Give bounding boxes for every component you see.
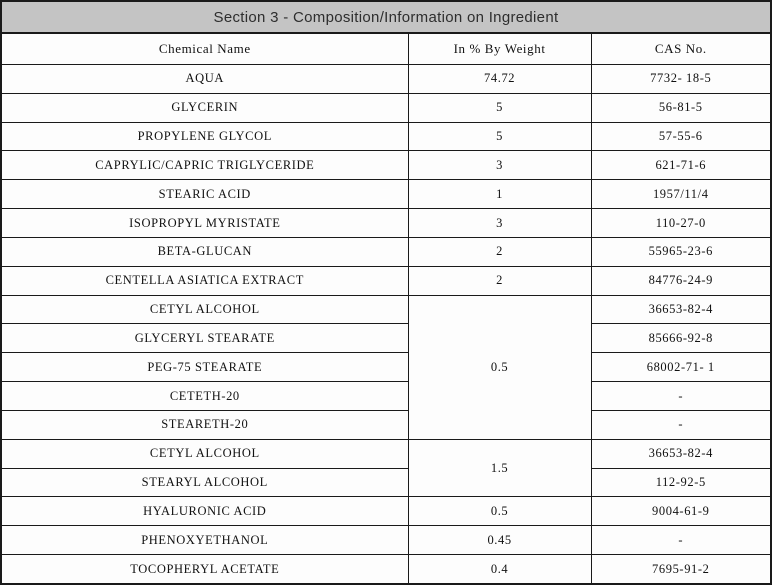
- weight-cell: 3: [407, 208, 592, 238]
- weight-cell: 3: [407, 150, 592, 181]
- chemical-name-cell: PHENOXYETHANOL: [2, 525, 409, 556]
- chemical-name-cell: AQUA: [2, 64, 409, 94]
- weight-cell: 2: [407, 236, 592, 267]
- cas-cell: 9004-61-9: [590, 496, 770, 527]
- cas-cell: 56-81-5: [590, 92, 770, 123]
- table-row: AQUA 74.72 7732- 18-5: [2, 64, 770, 94]
- weight-cell: 1.5: [407, 438, 592, 498]
- cas-cell: 36653-82-4: [590, 438, 770, 469]
- cas-cell: 112-92-5: [590, 467, 770, 498]
- cas-cell: 7695-91-2: [590, 554, 770, 583]
- weight-cell: 5: [407, 92, 592, 123]
- table-row: ISOPROPYL MYRISTATE 3 110-27-0: [2, 208, 770, 238]
- table-row: GLYCERIN 5 56-81-5: [2, 92, 770, 123]
- weight-cell: 0.5: [407, 496, 592, 527]
- section-title: Section 3 - Composition/Information on I…: [213, 8, 559, 26]
- table-header-row: Chemical Name In % By Weight CAS No.: [2, 34, 770, 65]
- table-row: CETETH-20 -: [2, 381, 770, 411]
- weight-cell: 0.4: [407, 554, 592, 583]
- cas-cell: 68002-71- 1: [590, 352, 770, 383]
- chemical-name-cell: STEARETH-20: [2, 409, 409, 440]
- table-row: STEARETH-20 -: [2, 409, 770, 440]
- chemical-name-cell: GLYCERIN: [2, 92, 409, 123]
- cas-cell: 55965-23-6: [590, 236, 770, 267]
- table-row: PHENOXYETHANOL 0.45-: [2, 525, 770, 556]
- table-row: HYALURONIC ACID 0.5 9004-61-9: [2, 496, 770, 527]
- cas-cell: -: [590, 409, 770, 440]
- weight-cell: 1: [407, 179, 592, 210]
- chemical-name-cell: GLYCERYL STEARATE: [2, 323, 409, 354]
- table-row: BETA-GLUCAN 2 55965-23-6: [2, 236, 770, 267]
- chemical-name-cell: STEARYL ALCOHOL: [2, 467, 409, 498]
- chemical-name-cell: CETETH-20: [2, 381, 409, 411]
- chemical-name-cell: CETYL ALCOHOL: [2, 294, 409, 325]
- weight-cell: 5: [407, 121, 592, 152]
- table-row: TOCOPHERYL ACETATE 0.4 7695-91-2: [2, 554, 770, 583]
- chemical-name-cell: BETA-GLUCAN: [2, 236, 409, 267]
- chemical-name-cell: CENTELLA ASIATICA EXTRACT: [2, 265, 409, 296]
- ingredient-table: Chemical Name In % By Weight CAS No. AQU…: [2, 34, 770, 583]
- chemical-name-cell: TOCOPHERYL ACETATE: [2, 554, 409, 583]
- chemical-name-cell: STEARIC ACID: [2, 179, 409, 210]
- chemical-name-cell: HYALURONIC ACID: [2, 496, 409, 527]
- cas-cell: 36653-82-4: [590, 294, 770, 325]
- table-row: STEARYL ALCOHOL 112-92-5: [2, 467, 770, 498]
- table-row: CENTELLA ASIATICA EXTRACT 2 84776-24-9: [2, 265, 770, 296]
- column-header-cas: CAS No.: [590, 34, 770, 65]
- table-row: CETYL ALCOHOL 0.5 36653-82-4: [2, 294, 770, 440]
- table-row: STEARIC ACID 1 1957/11/4: [2, 179, 770, 210]
- cas-cell: 1957/11/4: [590, 179, 770, 210]
- weight-cell: 0.45: [407, 525, 592, 556]
- table-row: PROPYLENE GLYCOL 5 57-55-6: [2, 121, 770, 152]
- cas-cell: 85666-92-8: [590, 323, 770, 354]
- chemical-name-cell: PEG-75 STEARATE: [2, 352, 409, 383]
- chemical-name-cell: CAPRYLIC/CAPRIC TRIGLYCERIDE: [2, 150, 409, 181]
- cas-cell: 621-71-6: [590, 150, 770, 181]
- column-header-weight: In % By Weight: [407, 34, 592, 65]
- table-row: PEG-75 STEARATE 68002-71- 1: [2, 352, 770, 383]
- chemical-name-cell: ISOPROPYL MYRISTATE: [2, 208, 409, 238]
- cas-cell: 7732- 18-5: [590, 64, 770, 94]
- cas-cell: 84776-24-9: [590, 265, 770, 296]
- table-row: CETYL ALCOHOL 1.5 36653-82-4: [2, 438, 770, 498]
- table-row: GLYCERYL STEARATE 85666-92-8: [2, 323, 770, 354]
- cas-cell: 110-27-0: [590, 208, 770, 238]
- weight-cell: 74.72: [407, 64, 592, 94]
- chemical-name-cell: PROPYLENE GLYCOL: [2, 121, 409, 152]
- column-header-chemical-name: Chemical Name: [2, 34, 409, 65]
- cas-cell: 57-55-6: [590, 121, 770, 152]
- table-row: CAPRYLIC/CAPRIC TRIGLYCERIDE 3 621-71-6: [2, 150, 770, 181]
- weight-cell: 0.5: [407, 294, 592, 440]
- section-title-bar: Section 3 - Composition/Information on I…: [2, 2, 770, 34]
- weight-cell: 2: [407, 265, 592, 296]
- cas-cell: -: [590, 381, 770, 411]
- chemical-name-cell: CETYL ALCOHOL: [2, 438, 409, 469]
- ingredient-table-body: AQUA 74.72 7732- 18-5 GLYCERIN 5 56-81-5 PROPY…: [2, 64, 770, 583]
- cas-cell: -: [590, 525, 770, 556]
